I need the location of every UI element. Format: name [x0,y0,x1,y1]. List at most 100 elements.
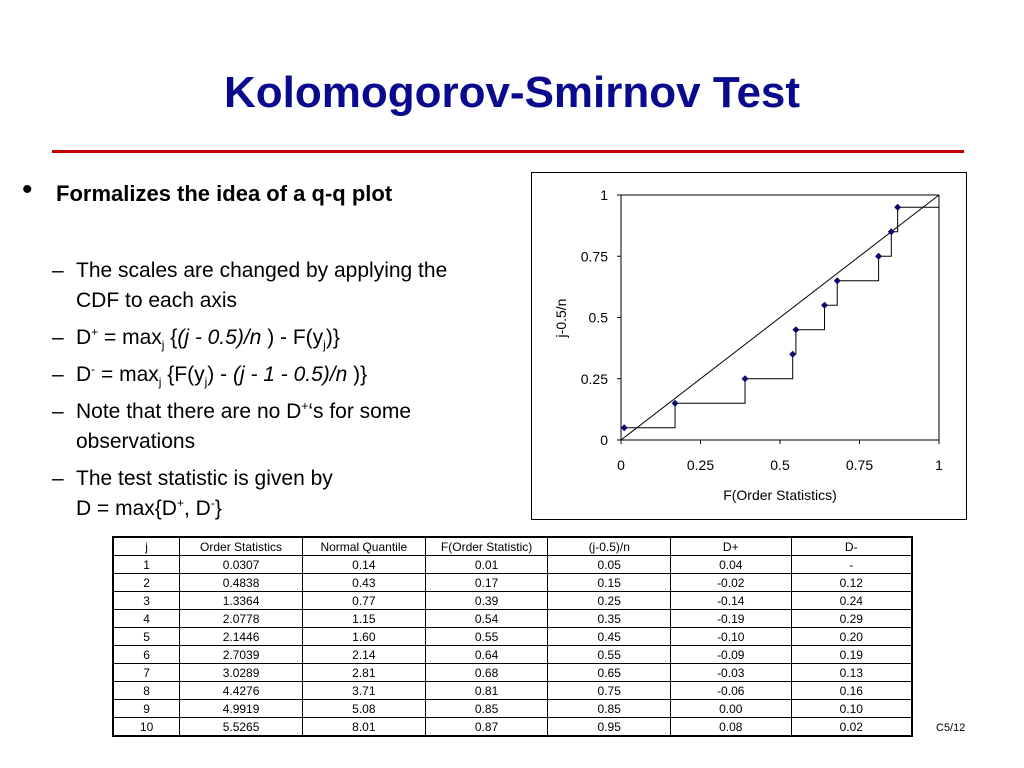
sub-bullet-statistic: – The test statistic is given by D = max… [52,464,472,524]
header-d-minus: D- [790,536,913,556]
table-cell: 4.4276 [179,681,303,700]
main-bullet: Formalizes the idea of a q-q plot [22,178,492,210]
table-cell: 0.39 [424,591,549,610]
table-cell: 6 [112,645,181,664]
data-point [671,399,679,407]
table-cell: 9 [112,699,181,718]
x-ticks: 0 0.25 0.5 0.75 1 [617,440,943,473]
x-tick-label: 0.75 [846,457,873,473]
table-body: 1 0.0307 0.14 0.01 0.05 0.04-2 0.4838 0.43 0.17 0… [112,555,913,737]
title-divider [52,150,964,153]
note-sup: + [301,399,309,413]
header-normal-quantile: Normal Quantile [301,536,426,556]
table-cell: 0.77 [301,591,426,610]
table-cell: 1.15 [301,609,426,628]
table-cell: 0.81 [424,681,549,700]
table-cell: 0.45 [547,627,671,646]
table-cell: -0.03 [670,663,792,682]
data-point [887,228,895,236]
bullet-icon: • [22,173,33,206]
table-cell: 8 [112,681,181,700]
statistic-formula: , D [183,497,211,520]
table-cell: 5.08 [301,699,426,718]
table-cell: -0.10 [670,627,792,646]
table-row: 5 2.1446 1.60 0.55 0.45 -0.10 0.20 [112,627,913,646]
table-cell: 0.00 [670,699,792,718]
slide-title: Kolomogorov-Smirnov Test [223,68,801,117]
table-cell: 0.12 [790,573,913,592]
data-point [821,301,829,309]
data-point [620,424,628,432]
table-cell: - [790,555,913,574]
table-cell: 2 [112,573,181,592]
table-cell: 0.87 [424,717,549,737]
formula-text: )} [347,363,368,386]
table-cell: 4 [112,609,181,628]
table-row: 6 2.7039 2.14 0.64 0.55 -0.09 0.19 [112,645,913,664]
table-cell: 0.68 [424,663,549,682]
table-row: 7 3.0289 2.81 0.68 0.65 -0.03 0.13 [112,663,913,682]
table-cell: 1.60 [301,627,426,646]
table-cell: 3.71 [301,681,426,700]
table-cell: 2.7039 [179,645,303,664]
table-row: 1 0.0307 0.14 0.01 0.05 0.04- [112,555,913,574]
formula-sup: + [91,325,99,339]
header-f-order-statistic: F(Order Statistic) [424,536,549,556]
main-bullet-text: Formalizes the idea of a q-q plot [56,181,393,206]
table-cell: 0.14 [301,555,426,574]
y-tick-label: 0.5 [589,310,609,326]
table-cell: 0.13 [790,663,913,682]
data-point [741,375,749,383]
chart-svg: 0 0.25 0.5 0.75 1 0 0.25 0.5 0.75 1 F(Order Stat… [553,187,943,503]
y-tick-label: 0 [600,432,608,448]
table-cell: -0.14 [670,591,792,610]
table-cell: 0.04 [670,555,792,574]
table-row: 9 4.9919 5.08 0.85 0.85 0.00 0.10 [112,699,913,718]
formula-text: = max [98,326,162,349]
table-header-row: j Order Statistics Normal Quantile F(Ord… [112,536,913,556]
table-cell: 8.01 [301,717,426,737]
dash-icon: – [52,259,64,282]
table-cell: 0.35 [547,609,671,628]
table-cell: 0.19 [790,645,913,664]
table-cell: 0.95 [547,717,671,737]
formula-text: ) - [207,363,233,386]
order-statistics-table: j Order Statistics Normal Quantile F(Ord… [112,536,913,737]
table-cell: 0.01 [424,555,549,574]
formula-sub: j [158,375,162,390]
table-cell: 0.64 [424,645,549,664]
table-cell: 5 [112,627,181,646]
table-cell: 0.05 [547,555,671,574]
formula-sub: j [204,375,208,390]
table-row: 3 1.3364 0.77 0.39 0.25 -0.14 0.24 [112,591,913,610]
formula-sup: - [210,496,215,510]
y-tick-label: 1 [600,187,608,203]
formula-italic: (j - 1 - 0.5)/n [232,363,348,386]
header-order-statistics: Order Statistics [179,536,303,556]
table-row: 2 0.4838 0.43 0.17 0.15 -0.02 0.12 [112,573,913,592]
table-cell: 0.20 [790,627,913,646]
step-line [624,206,939,429]
statistic-text: The test statistic is given by [76,467,333,490]
table-cell: 2.81 [301,663,426,682]
note-text: ‘s for some observations [76,400,412,453]
x-tick-label: 1 [935,457,943,473]
data-point [792,326,800,334]
table-cell: 0.25 [547,591,671,610]
formula-sup: - [91,362,96,376]
table-cell: 1 [112,555,181,574]
dash-icon: – [52,363,64,386]
table-cell: 0.43 [301,573,426,592]
header-j: j [112,536,181,556]
dash-icon: – [52,326,64,349]
formula-sub: j [161,338,165,353]
data-points [620,203,902,432]
dash-icon: – [52,400,64,423]
table-cell: 0.29 [790,609,913,628]
sub-bullet-cdf: – The scales are changed by applying the… [52,256,472,316]
table-cell: 0.75 [547,681,671,700]
table-cell: 0.02 [790,717,913,737]
statistic-formula: } [214,497,222,520]
table-cell: 0.08 [670,717,792,737]
slide-number: C5/12 [936,722,966,734]
